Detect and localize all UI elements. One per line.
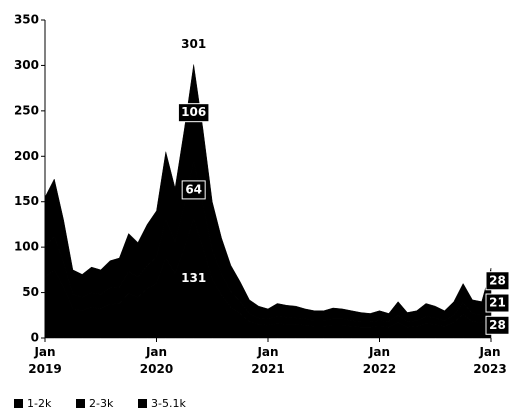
total-label: 301 — [181, 37, 206, 51]
legend-swatch — [138, 399, 147, 408]
data-label: 21 — [489, 296, 506, 310]
area — [44, 64, 492, 322]
x-tick-label: Jan 2020 — [139, 345, 174, 376]
legend-item: 2-3k — [76, 397, 113, 410]
legend-label: 3-5.1k — [151, 397, 186, 410]
data-label: 64 — [185, 182, 202, 196]
y-tick-label: 100 — [14, 240, 39, 254]
label-box — [177, 103, 210, 123]
y-tick-label: 150 — [14, 194, 39, 208]
data-label: 28 — [489, 273, 506, 287]
x-tick-label: Jan 2021 — [251, 345, 285, 376]
legend-item: 3-5.1k — [138, 397, 186, 410]
x-tick-label: Jan 2023 — [473, 345, 507, 376]
y-tick-label: 300 — [14, 58, 39, 72]
label-box — [485, 271, 510, 291]
x-tick-label: Jan 2022 — [362, 345, 397, 376]
label-box — [485, 315, 510, 335]
label-box — [485, 293, 510, 313]
area — [44, 160, 492, 328]
legend-label: 2-3k — [89, 397, 114, 410]
legend-item: 1-2k — [14, 397, 51, 410]
y-tick-label: 350 — [14, 13, 39, 27]
x-tick-label: Jan 2019 — [28, 345, 62, 376]
label-box — [181, 180, 206, 200]
data-label: 28 — [489, 318, 506, 332]
y-tick-label: 200 — [14, 149, 39, 163]
data-label: 131 — [181, 271, 206, 285]
legend-label: 1-2k — [27, 397, 52, 410]
legend-swatch — [76, 399, 85, 408]
y-tick-label: 0 — [31, 331, 39, 345]
y-tick-label: 250 — [14, 103, 39, 117]
data-label: 106 — [181, 105, 206, 119]
y-tick-label: 50 — [22, 285, 39, 299]
legend-swatch — [14, 399, 23, 408]
